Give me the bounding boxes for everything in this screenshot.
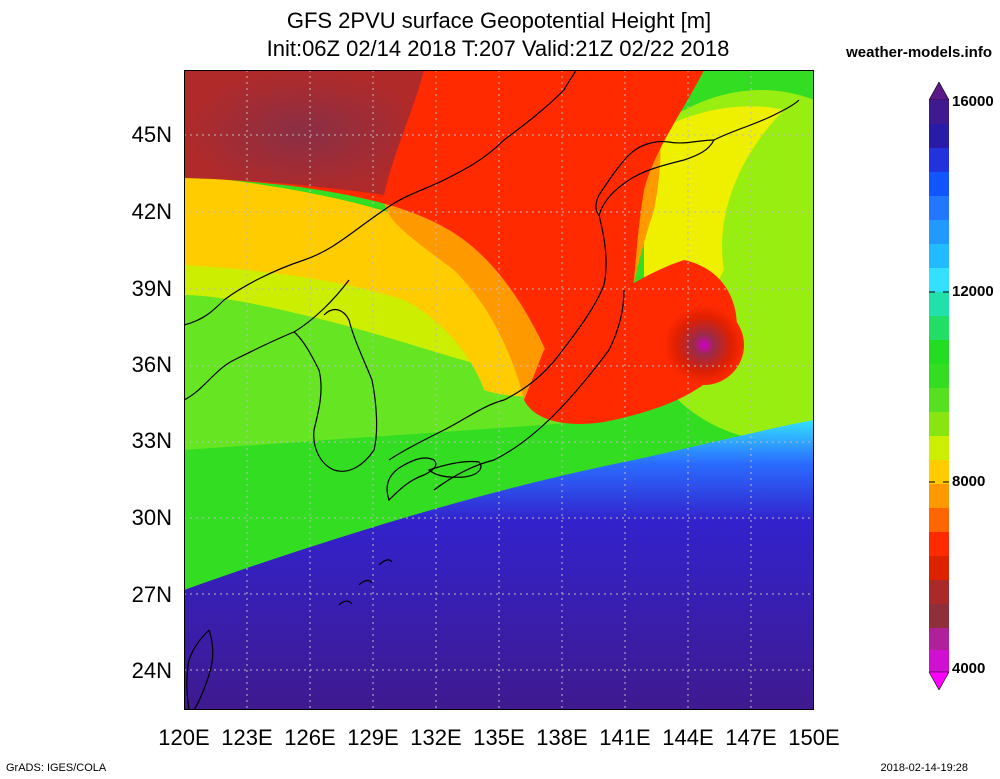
ryukyu-islands: [338, 559, 393, 606]
orange-outer: [184, 175, 594, 397]
china-coast-north: [184, 279, 350, 401]
map-panel: [184, 70, 814, 710]
map-title: GFS 2PVU surface Geopotential Height [m]: [286, 8, 712, 33]
site-credit: weather-models.info: [846, 44, 992, 61]
honshu-south-coast: [433, 289, 625, 491]
lon-label: 120E: [158, 725, 210, 750]
korea-coast: [293, 308, 378, 472]
lat-label: 45N: [131, 122, 172, 147]
east-low-red: [524, 260, 737, 424]
mainland-coast: [184, 70, 577, 326]
graticule: [184, 70, 814, 710]
colorbar-label: 16000: [952, 93, 994, 110]
lon-label: 126E: [284, 725, 336, 750]
lat-label: 30N: [131, 505, 172, 530]
map-subtitle: Init:06Z 02/14 2018 T:207 Valid:21Z 02/2…: [266, 36, 730, 61]
lon-label: 141E: [599, 725, 651, 750]
lat-label: 42N: [131, 199, 172, 224]
shikoku: [427, 460, 482, 478]
colorbar-label: 8000: [952, 473, 986, 490]
coastlines: [184, 70, 800, 710]
lat-label: 33N: [131, 428, 172, 453]
colorbar-graphic: [928, 81, 950, 691]
lon-label: 150E: [788, 725, 840, 750]
lat-label: 27N: [131, 582, 172, 607]
lon-label: 132E: [410, 725, 462, 750]
lon-label: 129E: [347, 725, 399, 750]
lat-label: 39N: [131, 276, 172, 301]
taiwan: [186, 629, 214, 710]
colorbar: [928, 81, 950, 691]
lon-label: 138E: [536, 725, 588, 750]
honshu-west-coast: [388, 214, 607, 461]
height-field-map: [184, 70, 814, 710]
footer-credit: GrADS: IGES/COLA: [6, 762, 107, 774]
kyushu: [386, 457, 437, 502]
kuril-chain: [713, 99, 800, 141]
lon-label: 147E: [725, 725, 777, 750]
map-frame: [184, 70, 814, 710]
green-band: [184, 270, 614, 450]
east-low-core: [664, 305, 744, 385]
lon-label: 123E: [221, 725, 273, 750]
lon-label: 135E: [473, 725, 525, 750]
dark-red-northwest: [184, 70, 424, 195]
lon-label: 144E: [662, 725, 714, 750]
lat-label: 24N: [131, 658, 172, 683]
footer-timestamp: 2018-02-14-19:28: [880, 762, 968, 774]
hokkaido: [595, 139, 715, 217]
lat-label: 36N: [131, 352, 172, 377]
colorbar-label: 4000: [952, 660, 986, 677]
colorbar-label: 12000: [952, 283, 994, 300]
southern-high: [184, 420, 814, 710]
